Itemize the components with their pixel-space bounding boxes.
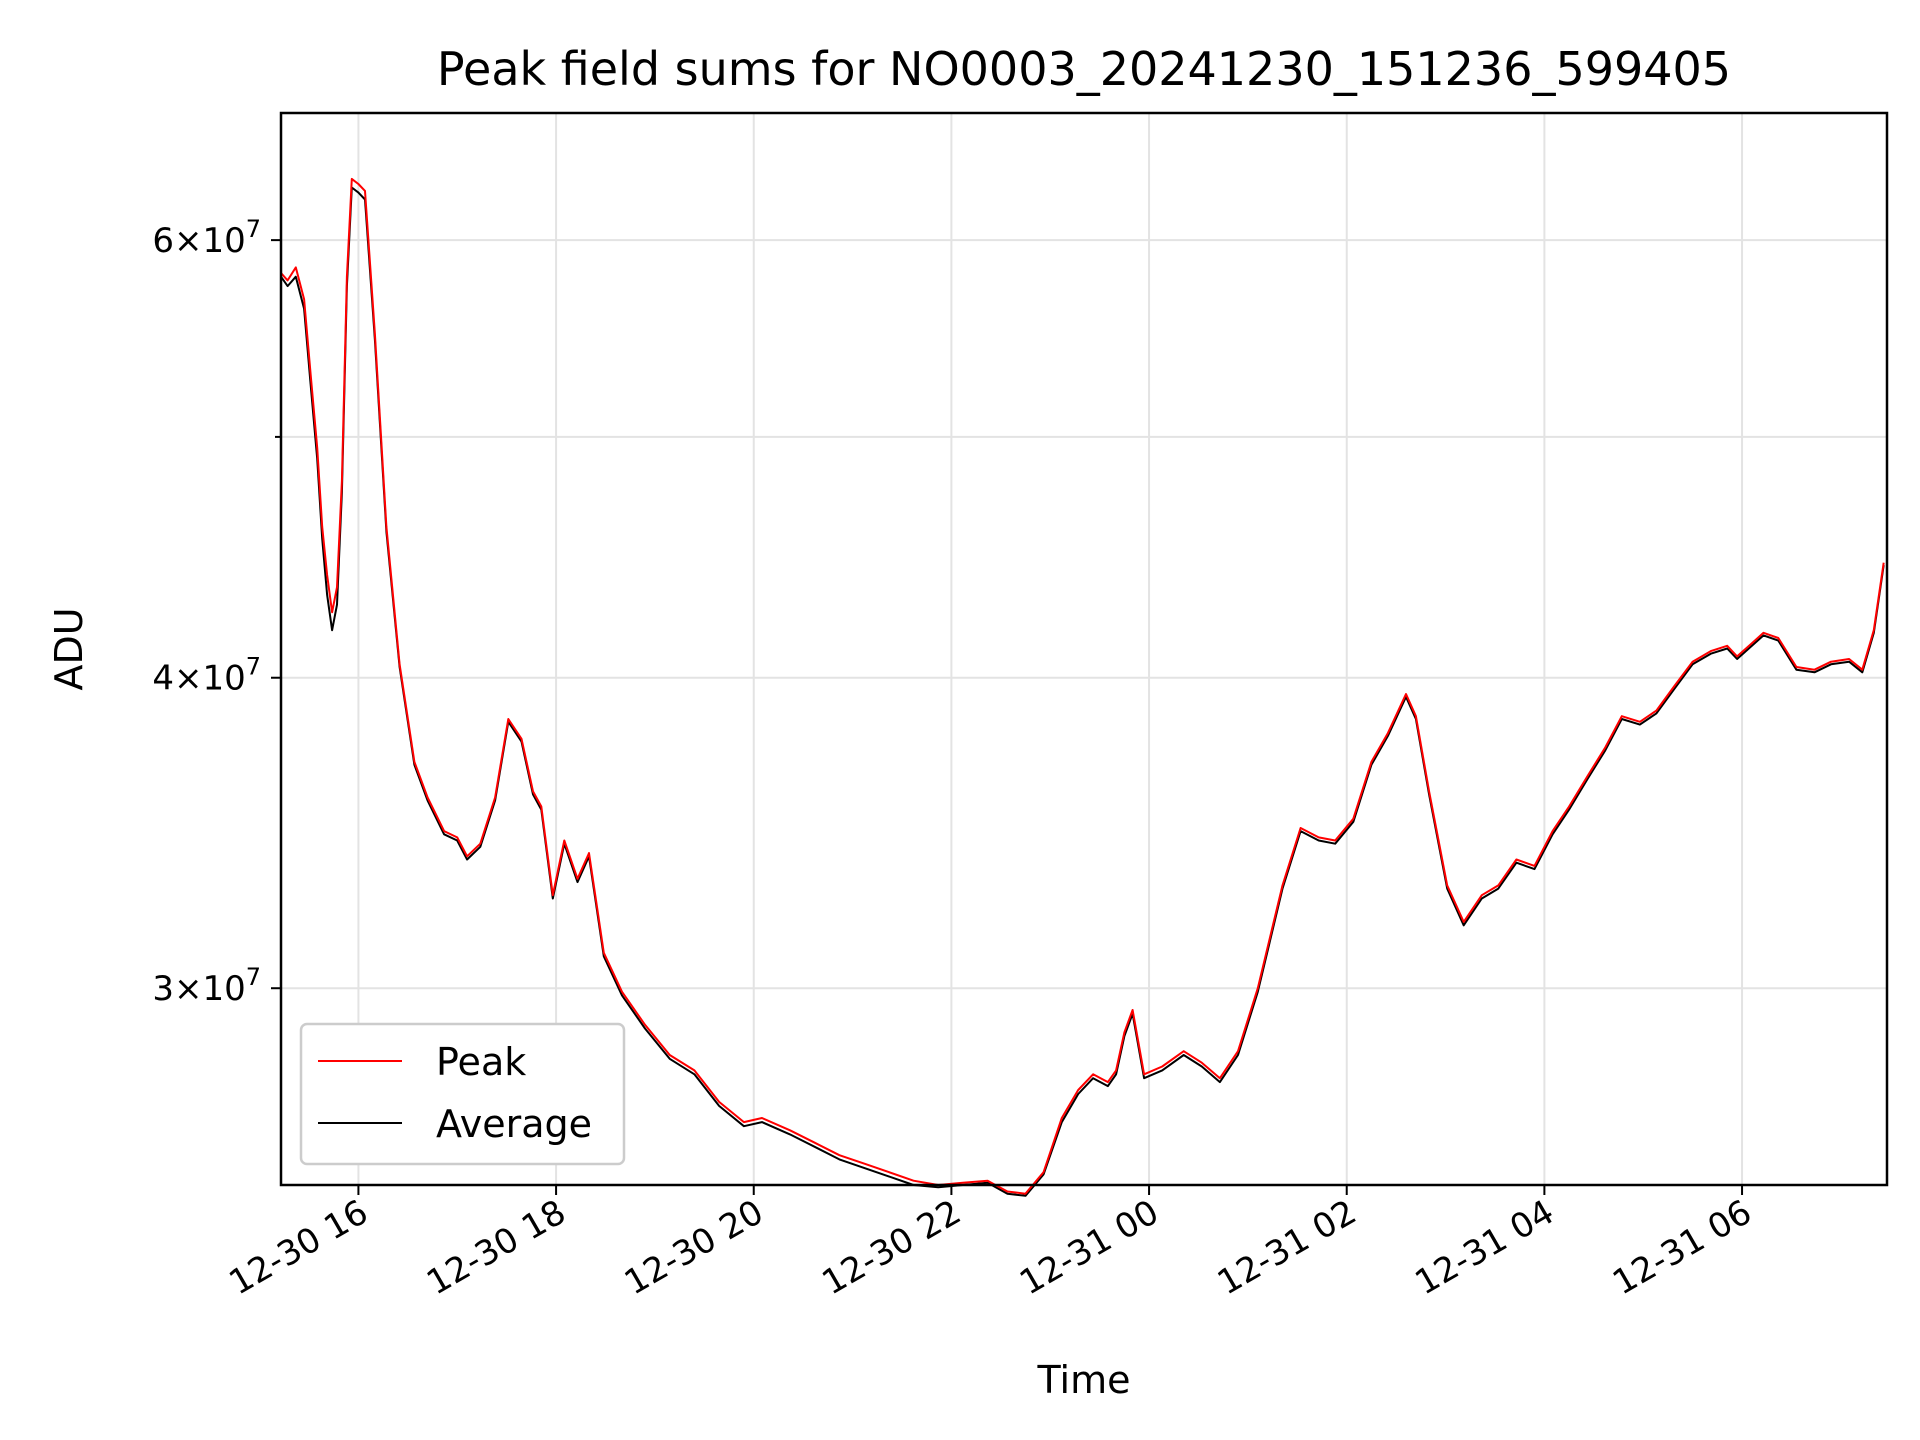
- series-layer: [280, 177, 1885, 1197]
- y-axis-ticks: 3×107 4×107 6×107: [152, 215, 281, 1009]
- legend-label-average: Average: [436, 1102, 592, 1146]
- y-axis-label: ADU: [47, 607, 91, 690]
- legend: Peak Average: [299, 1022, 626, 1166]
- series-line-peak: [280, 177, 1885, 1195]
- y-tick-label: 4×107: [152, 653, 261, 699]
- legend-label-peak: Peak: [436, 1040, 526, 1084]
- x-axis-label: Time: [1037, 1358, 1131, 1402]
- chart-title: Peak field sums for NO0003_20241230_1512…: [437, 42, 1731, 96]
- legend-box: [299, 1022, 626, 1166]
- plot-frame: [279, 111, 1889, 1187]
- grid-lines: [281, 113, 1887, 1185]
- y-tick-label: 3×107: [152, 963, 261, 1009]
- y-tick-label: 6×107: [152, 215, 261, 261]
